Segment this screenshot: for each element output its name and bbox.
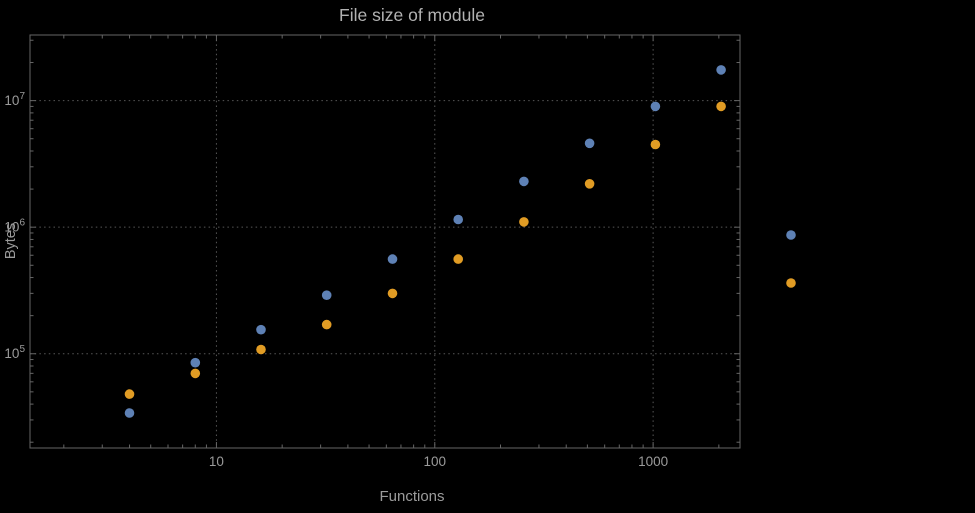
tick-marks — [30, 35, 740, 448]
x-tick-labels: 10 100 1000 — [209, 454, 668, 469]
data-point — [716, 65, 726, 75]
data-point — [321, 319, 332, 330]
legend-marker-orange — [786, 278, 796, 288]
data-point — [387, 254, 398, 264]
data-point — [256, 324, 266, 335]
y-tick-label: 107 — [4, 91, 25, 108]
data-point — [519, 217, 529, 227]
x-tick-label: 1000 — [638, 454, 668, 469]
y-axis-label: Bytes — [3, 222, 19, 260]
data-point — [124, 389, 135, 399]
chart-title: File size of module — [339, 5, 485, 25]
data-point — [584, 179, 595, 189]
data-point — [453, 214, 464, 225]
data-point — [650, 139, 661, 150]
data-point — [453, 254, 464, 264]
plot-frame — [29, 34, 741, 449]
data-point — [190, 357, 201, 368]
x-axis-label: Functions — [379, 488, 445, 505]
x-tick-label: 100 — [424, 454, 447, 469]
series-blue — [124, 65, 726, 418]
data-point — [256, 344, 266, 355]
x-tick-label: 10 — [209, 454, 224, 469]
legend — [786, 230, 796, 288]
data-point — [716, 101, 726, 112]
data-point — [190, 368, 201, 379]
legend-marker-blue — [786, 230, 796, 240]
data-point — [519, 176, 529, 187]
data-point — [387, 288, 398, 299]
data-point — [584, 138, 595, 149]
series-orange — [124, 101, 726, 399]
y-tick-label: 105 — [4, 344, 25, 361]
data-point — [124, 408, 135, 418]
gridlines — [30, 35, 740, 448]
data-point — [321, 290, 332, 301]
data-point — [650, 101, 661, 112]
